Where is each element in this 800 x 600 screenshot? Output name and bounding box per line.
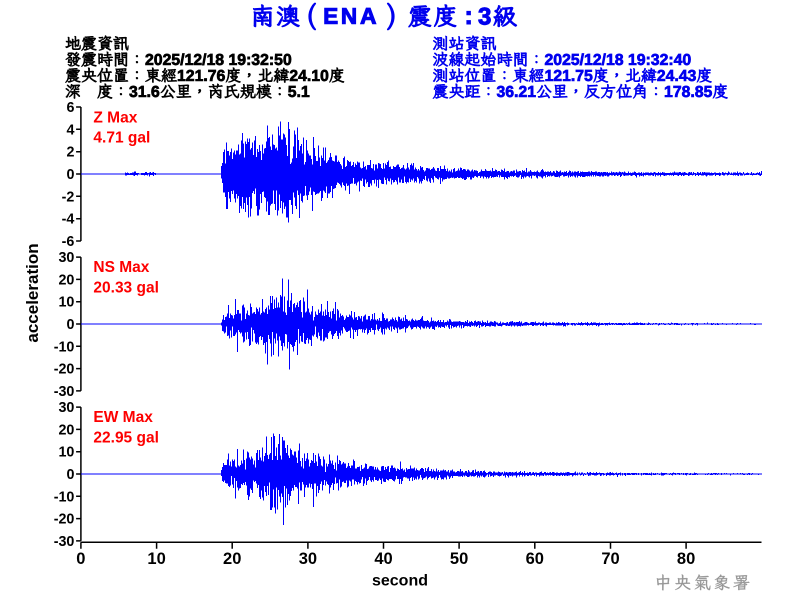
svg-text:20: 20 (223, 550, 241, 568)
svg-text:50: 50 (450, 550, 468, 568)
svg-text:-30: -30 (54, 534, 75, 550)
svg-text:10: 10 (58, 295, 74, 311)
svg-text:6: 6 (66, 100, 74, 116)
svg-text:-6: -6 (62, 234, 75, 250)
svg-text:30: 30 (58, 400, 74, 416)
svg-text:4: 4 (66, 122, 74, 138)
svg-text:70: 70 (601, 550, 619, 568)
svg-text:-30: -30 (54, 384, 75, 400)
svg-text:20.33 gal: 20.33 gal (93, 280, 158, 297)
svg-text:NS Max: NS Max (93, 259, 149, 276)
svg-text:60: 60 (526, 550, 544, 568)
svg-text:80: 80 (677, 550, 695, 568)
svg-text:-10: -10 (54, 339, 75, 355)
svg-text:4.71 gal: 4.71 gal (93, 130, 150, 147)
svg-text:acceleration: acceleration (23, 243, 42, 342)
svg-text:0: 0 (66, 467, 74, 483)
svg-text:-10: -10 (54, 489, 75, 505)
svg-text:40: 40 (374, 550, 392, 568)
svg-text:2: 2 (66, 145, 74, 161)
svg-text:0: 0 (76, 550, 85, 568)
svg-text:0: 0 (66, 317, 74, 333)
svg-text:-20: -20 (54, 512, 75, 528)
svg-text:10: 10 (58, 445, 74, 461)
svg-text:20: 20 (58, 422, 74, 438)
svg-text:EW Max: EW Max (93, 409, 153, 426)
svg-text:10: 10 (147, 550, 165, 568)
svg-text:Z Max: Z Max (93, 110, 137, 127)
svg-text:0: 0 (66, 167, 74, 183)
svg-text:-2: -2 (62, 189, 75, 205)
svg-text:20: 20 (58, 272, 74, 288)
svg-text:-20: -20 (54, 362, 75, 378)
svg-text:30: 30 (58, 250, 74, 266)
svg-text:second: second (372, 573, 428, 590)
svg-text:22.95 gal: 22.95 gal (93, 429, 158, 446)
svg-text:30: 30 (299, 550, 317, 568)
svg-text:-4: -4 (62, 212, 75, 228)
